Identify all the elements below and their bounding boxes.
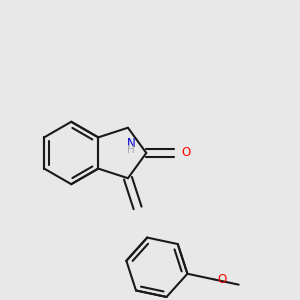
Text: O: O xyxy=(181,146,190,160)
Text: H: H xyxy=(127,145,135,155)
Text: N: N xyxy=(127,137,135,150)
Text: O: O xyxy=(218,273,227,286)
